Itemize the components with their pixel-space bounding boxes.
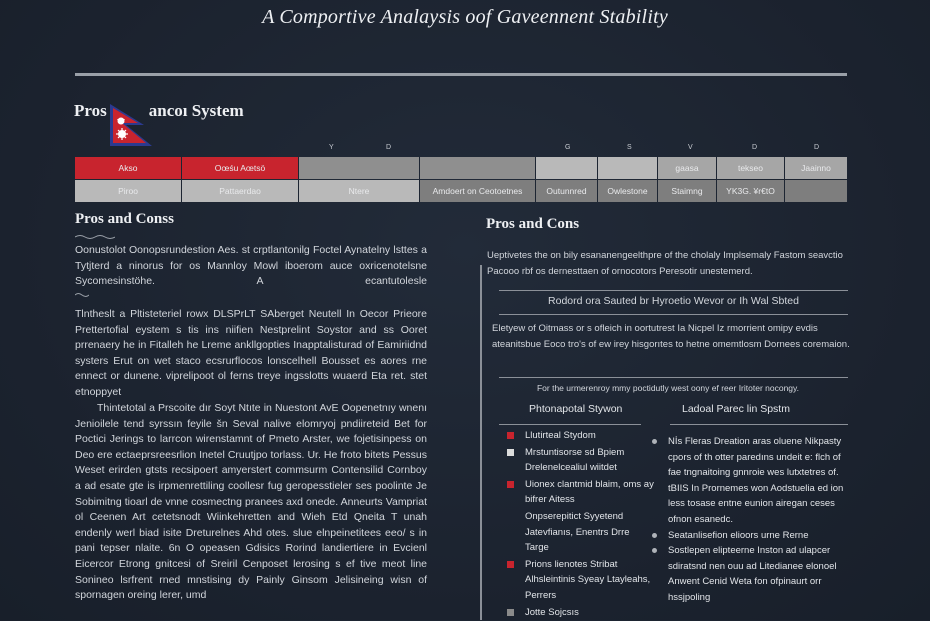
table-cell: Akso bbox=[75, 157, 182, 179]
right-list: Nİs Fleras Dreation aras oluene Nikpasty… bbox=[650, 434, 850, 606]
list-item-text: Onpserepitict Syyetend Jatevfianıs, Enen… bbox=[525, 510, 630, 554]
column-letter: D bbox=[386, 144, 392, 151]
column-letter: V bbox=[688, 144, 693, 151]
table-cell: Oœśu Aœtsö bbox=[182, 157, 299, 179]
sub-rule-left bbox=[499, 424, 641, 425]
table-cell: Ntere bbox=[299, 180, 420, 202]
column-letter: D bbox=[814, 144, 820, 151]
table-cell: Jaainno bbox=[785, 157, 848, 179]
square-bullet-icon bbox=[507, 448, 514, 456]
left-list: Llutirteal Stydom Mrstuntisorse sd Bpiem … bbox=[507, 428, 655, 621]
box-rule-top bbox=[499, 290, 848, 291]
square-bullet-icon bbox=[507, 432, 514, 439]
column-divider bbox=[480, 265, 482, 620]
table-cell bbox=[299, 157, 420, 179]
list-item-text: Llutirteal Stydom bbox=[525, 430, 596, 441]
table-cell: Staimng bbox=[658, 180, 717, 202]
square-bullet-icon bbox=[507, 608, 514, 616]
list-item: Nİs Fleras Dreation aras oluene Nikpasty… bbox=[650, 434, 850, 528]
square-bullet-icon bbox=[507, 560, 514, 568]
table-cell bbox=[598, 157, 658, 179]
right-intro: Ueptivetes the on bily esananengeelthpre… bbox=[487, 250, 843, 277]
list-item: Seatanlisefion elioors urne Rerne bbox=[650, 528, 850, 544]
list-item: Jotte Sojcsıs bbox=[507, 605, 655, 621]
table-cell: YK3G. ¥r€tO bbox=[717, 180, 785, 202]
list-item: Llutirteal Stydom bbox=[507, 428, 655, 444]
box-text: Eletyew of Oitmass or s ofleich in oortu… bbox=[492, 323, 850, 350]
list-item: Mrstuntisorse sd Bpiem Drelenelcealiul w… bbox=[507, 445, 655, 476]
system-heading-right: ancoı System bbox=[148, 101, 244, 120]
column-letter: S bbox=[627, 144, 632, 151]
table-cell bbox=[420, 157, 536, 179]
system-heading: Pros ancoı System bbox=[74, 101, 244, 121]
table-cell: tekseo bbox=[717, 157, 785, 179]
list-item: Uionex clantmid blaim, oms ay bifrer Ait… bbox=[507, 477, 655, 508]
title-divider bbox=[75, 73, 847, 76]
sub-heading-right: Ladoal Parec lin Spstm bbox=[682, 403, 790, 415]
left-intro: Oonustolot Oonopsrundestion Aes. st crpt… bbox=[75, 244, 427, 288]
box-title: Rodord ora Sauted br Hyroetio Wevor or I… bbox=[548, 295, 799, 307]
dot-bullet-icon bbox=[652, 548, 657, 554]
square-bullet-icon bbox=[507, 480, 514, 488]
table-row: Akso Oœśu Aœtsö gaasa tekseo Jaainno bbox=[75, 157, 848, 179]
list-item-text: Sostlepen elipteerne Inston ad ulapcer s… bbox=[668, 545, 837, 603]
column-letter: G bbox=[565, 144, 571, 151]
list-item: Sostlepen elipteerne Inston ad ulapcer s… bbox=[650, 543, 850, 605]
column-letter: D bbox=[752, 144, 758, 151]
list-item-text: Nİs Fleras Dreation aras oluene Nikpasty… bbox=[668, 436, 844, 525]
table-cell bbox=[536, 157, 598, 179]
note-text: For the urmerenroy mmy poctidutly west o… bbox=[536, 383, 800, 393]
list-item: Prions lienotes Stribat Alhsleintinis Sy… bbox=[507, 557, 655, 604]
list-item-text: Seatanlisefion elioors urne Rerne bbox=[668, 529, 809, 541]
table-cell: Piroo bbox=[75, 180, 182, 202]
system-heading-left: Pros bbox=[74, 101, 107, 120]
right-heading: Pros and Cons bbox=[486, 216, 580, 232]
table-cell: Pattaerdao bbox=[182, 180, 299, 202]
table-row: Piroo Pattaerdao Ntere Amdoert on Ceotoetne… bbox=[75, 180, 848, 202]
table-cell: Amdoert on Ceotoetnes bbox=[420, 180, 536, 202]
left-paragraph-1: Tlntheslt a Pltisteteriel rowx DLSPrLT S… bbox=[75, 308, 427, 398]
list-item-text: Uionex clantmid blaim, oms ay bifrer Ait… bbox=[525, 478, 654, 506]
note-rule bbox=[499, 377, 848, 378]
sub-rule-right bbox=[670, 424, 848, 425]
dot-bullet-icon bbox=[652, 439, 657, 444]
table-cell: Outunnred bbox=[536, 180, 598, 202]
list-item-text: Jotte Sojcsıs bbox=[525, 606, 579, 618]
table-cell bbox=[785, 180, 848, 202]
table-cell: Owlestone bbox=[598, 180, 658, 202]
list-item-text: Prions lienotes Stribat Alhsleintinis Sy… bbox=[525, 558, 651, 601]
dot-bullet-icon bbox=[652, 532, 657, 538]
box-rule-mid bbox=[499, 314, 848, 315]
sub-heading-left: Phtonapotal Stywon bbox=[529, 403, 623, 415]
document-title: A Comportive Analaysis oof Gaveennent St… bbox=[262, 6, 668, 28]
list-item-text: Mrstuntisorse sd Bpiem Drelenelcealiul w… bbox=[525, 446, 625, 474]
squiggle-small bbox=[75, 293, 89, 297]
column-letter: Y bbox=[329, 144, 334, 151]
nepal-flag-icon bbox=[110, 104, 152, 146]
table-cell: gaasa bbox=[658, 157, 717, 179]
squiggle-divider bbox=[75, 235, 115, 239]
left-paragraph-2: Thintetotal a Prscoite dır Soyt Ntıte in… bbox=[75, 402, 427, 602]
left-heading: Pros and Conss bbox=[75, 211, 174, 227]
list-item: Onpserepitict Syyetend Jatevfianıs, Enen… bbox=[507, 509, 655, 556]
comparison-table: Akso Oœśu Aœtsö gaasa tekseo Jaainno Piroo Pat… bbox=[75, 157, 848, 203]
